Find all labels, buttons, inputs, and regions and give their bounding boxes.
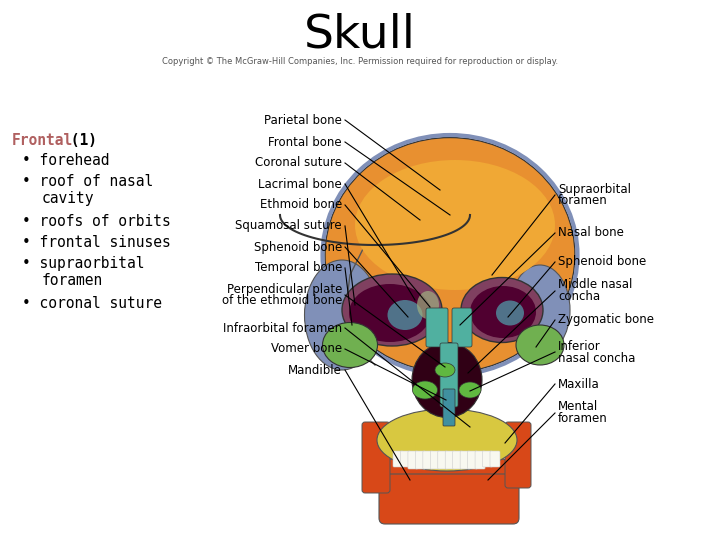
Text: Mental: Mental: [558, 401, 598, 414]
Text: foramen: foramen: [558, 194, 608, 207]
Ellipse shape: [516, 325, 564, 365]
FancyBboxPatch shape: [431, 451, 441, 469]
Text: Nasal bone: Nasal bone: [558, 226, 624, 240]
Text: Inferior: Inferior: [558, 340, 600, 353]
FancyBboxPatch shape: [505, 422, 531, 488]
Text: foramen: foramen: [558, 413, 608, 426]
Text: Skull: Skull: [304, 12, 416, 57]
Text: • coronal suture: • coronal suture: [22, 296, 162, 311]
FancyBboxPatch shape: [423, 451, 433, 469]
FancyBboxPatch shape: [415, 451, 426, 469]
Text: cavity: cavity: [42, 191, 94, 206]
Ellipse shape: [305, 260, 379, 370]
FancyBboxPatch shape: [445, 451, 455, 469]
Ellipse shape: [510, 265, 570, 355]
FancyBboxPatch shape: [426, 308, 448, 347]
Text: Coronal suture: Coronal suture: [255, 157, 342, 170]
Ellipse shape: [435, 363, 455, 377]
Text: • frontal sinuses: • frontal sinuses: [22, 235, 171, 250]
Text: foramen: foramen: [42, 273, 103, 288]
Text: • supraorbital: • supraorbital: [22, 256, 145, 271]
FancyBboxPatch shape: [482, 451, 492, 467]
Ellipse shape: [496, 300, 524, 326]
FancyBboxPatch shape: [490, 451, 500, 467]
Ellipse shape: [323, 322, 377, 368]
Text: Sphenoid bone: Sphenoid bone: [558, 255, 647, 268]
Ellipse shape: [342, 274, 442, 346]
Text: nasal concha: nasal concha: [558, 352, 635, 365]
Text: Perpendicular plate: Perpendicular plate: [227, 282, 342, 295]
FancyBboxPatch shape: [475, 451, 485, 469]
Text: Zygomatic bone: Zygomatic bone: [558, 314, 654, 327]
FancyBboxPatch shape: [362, 422, 390, 493]
Text: Frontal bone: Frontal bone: [269, 136, 342, 148]
FancyBboxPatch shape: [393, 451, 403, 467]
Text: Copyright © The McGraw-Hill Companies, Inc. Permission required for reproduction: Copyright © The McGraw-Hill Companies, I…: [162, 57, 558, 66]
FancyBboxPatch shape: [440, 343, 458, 407]
Ellipse shape: [470, 286, 536, 338]
Text: Middle nasal: Middle nasal: [558, 279, 632, 292]
FancyBboxPatch shape: [408, 451, 418, 469]
Ellipse shape: [461, 278, 543, 342]
Text: Mandible: Mandible: [288, 363, 342, 376]
Text: Infraorbital foramen: Infraorbital foramen: [223, 321, 342, 334]
Ellipse shape: [355, 160, 555, 290]
Text: Vomer bone: Vomer bone: [271, 342, 342, 355]
Text: Parietal bone: Parietal bone: [264, 113, 342, 126]
Ellipse shape: [372, 452, 522, 494]
Text: Temporal bone: Temporal bone: [255, 261, 342, 274]
Ellipse shape: [349, 284, 431, 342]
Ellipse shape: [325, 138, 575, 373]
Text: Squamosal suture: Squamosal suture: [235, 219, 342, 233]
Text: • forehead: • forehead: [22, 153, 109, 168]
Text: concha: concha: [558, 291, 600, 303]
Ellipse shape: [387, 300, 423, 330]
FancyBboxPatch shape: [400, 451, 410, 467]
Text: Frontal: Frontal: [12, 133, 73, 148]
Text: Sphenoid bone: Sphenoid bone: [253, 240, 342, 253]
Ellipse shape: [377, 409, 517, 471]
Text: Maxilla: Maxilla: [558, 377, 600, 390]
Text: • roofs of orbits: • roofs of orbits: [22, 214, 171, 229]
FancyBboxPatch shape: [443, 389, 455, 426]
FancyBboxPatch shape: [452, 308, 472, 347]
Ellipse shape: [459, 382, 481, 398]
Ellipse shape: [417, 291, 439, 319]
FancyBboxPatch shape: [453, 451, 463, 469]
Text: (1): (1): [62, 133, 97, 148]
Text: • roof of nasal: • roof of nasal: [22, 174, 153, 189]
Ellipse shape: [412, 342, 482, 417]
FancyBboxPatch shape: [438, 451, 448, 469]
FancyBboxPatch shape: [460, 451, 470, 469]
Text: Ethmoid bone: Ethmoid bone: [260, 199, 342, 212]
Text: Supraorbital: Supraorbital: [558, 183, 631, 195]
FancyBboxPatch shape: [379, 474, 519, 524]
FancyBboxPatch shape: [467, 451, 477, 469]
Text: Lacrimal bone: Lacrimal bone: [258, 178, 342, 191]
Text: of the ethmoid bone: of the ethmoid bone: [222, 294, 342, 307]
Ellipse shape: [413, 381, 438, 399]
